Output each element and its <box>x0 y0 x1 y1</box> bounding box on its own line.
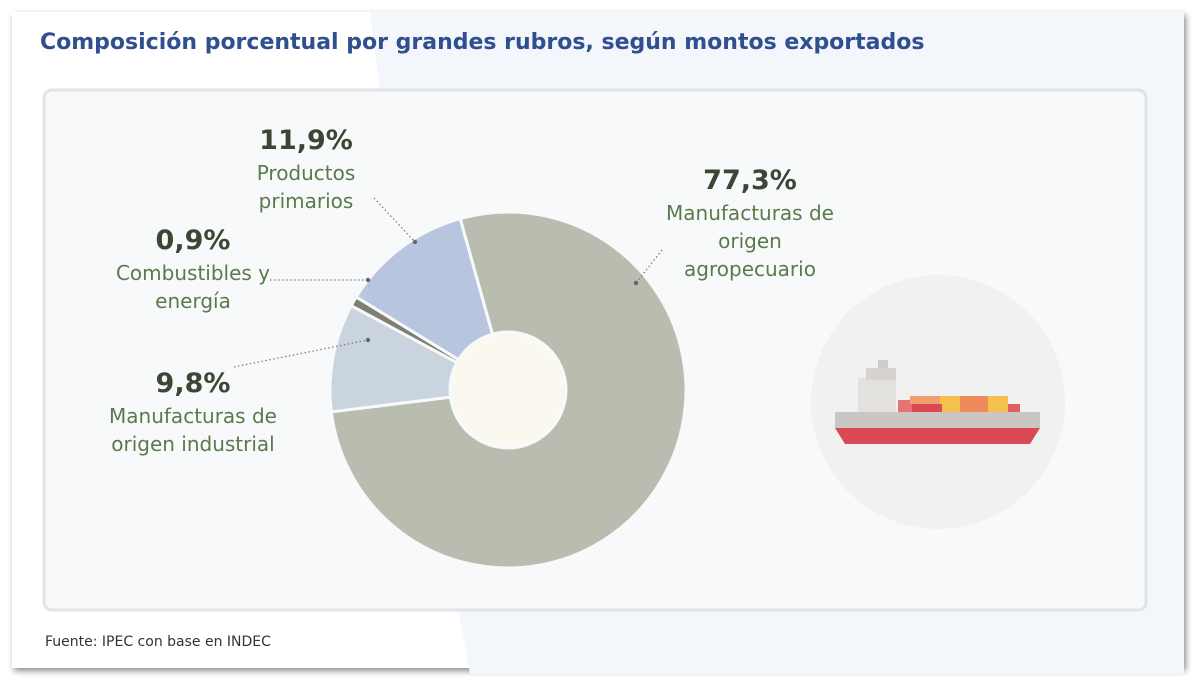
value-label: 0,9% <box>155 225 231 256</box>
leader-dot <box>412 239 418 245</box>
category-label: Manufacturas de origen industrial <box>109 404 277 456</box>
source: Fuente: IPEC con base en INDEC <box>45 634 271 650</box>
ship-icon <box>835 360 1040 444</box>
leader-dot <box>633 280 639 286</box>
leader-dot <box>365 277 371 283</box>
value-label: 11,9% <box>259 125 353 156</box>
leader-line <box>233 339 369 368</box>
slice <box>329 210 688 570</box>
category-label: Combustibles y energía <box>115 261 271 313</box>
category-label: Manufacturas de origen agropecuario <box>666 201 834 281</box>
donut-hole <box>452 334 564 446</box>
leader-dot <box>365 337 371 343</box>
category-label: Productos primarios <box>256 161 356 213</box>
leader-line <box>635 249 663 284</box>
value-label: 77,3% <box>703 165 797 196</box>
slice <box>354 216 495 362</box>
chart-title: Composición porcentual por grandes rubro… <box>40 30 925 55</box>
value-label: 9,8% <box>155 368 231 399</box>
